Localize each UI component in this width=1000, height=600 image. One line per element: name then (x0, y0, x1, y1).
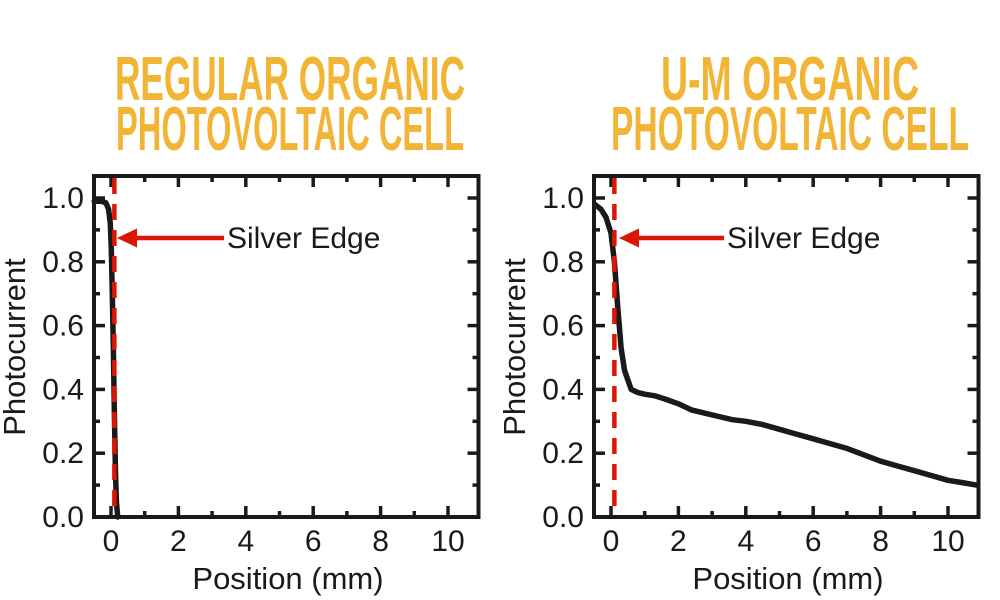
chart-regular-opv: REGULAR ORGANIC PHOTOVOLTAIC CELL 0 2 4 6 8 1… (0, 45, 481, 596)
plot-area: 0 2 4 6 8 10 0.0 0.2 0.4 0.6 0.8 1.0 (542, 174, 981, 558)
x-tick-label: 6 (305, 525, 322, 558)
y-tick-label: 0.8 (42, 246, 84, 279)
x-tick-label: 6 (805, 525, 822, 558)
y-tick-label: 1.0 (542, 182, 584, 215)
x-tick-label: 10 (931, 525, 964, 558)
y-tick-label: 0.4 (42, 373, 84, 406)
y-tick-label: 0.0 (542, 501, 584, 534)
x-axis-label: Position (mm) (192, 561, 383, 596)
x-tick-label: 2 (170, 525, 187, 558)
y-axis-label: Photocurrent (500, 258, 532, 436)
chart-title-line1: U-M ORGANIC (661, 45, 919, 114)
photocurrent-curve (592, 201, 980, 488)
plot-frame (592, 174, 981, 519)
arrow-head-icon (117, 228, 137, 248)
silver-edge-label: Silver Edge (727, 222, 880, 255)
y-tick-label: 0.4 (542, 373, 584, 406)
x-tick-label: 2 (670, 525, 687, 558)
silver-edge-label: Silver Edge (227, 222, 380, 255)
x-tick-label: 4 (737, 525, 754, 558)
y-tick-label: 0.2 (42, 437, 84, 470)
y-tick-label: 0.0 (42, 501, 84, 534)
chart-title-line2: PHOTOVOLTAIC CELL (116, 95, 464, 164)
x-tick-label: 0 (603, 525, 620, 558)
y-tick-label: 1.0 (42, 182, 84, 215)
chart-title-line2: PHOTOVOLTAIC CELL (611, 95, 969, 164)
chart-title-line1: REGULAR ORGANIC (115, 45, 465, 114)
chart-um-opv: U-M ORGANIC PHOTOVOLTAIC CELL 0 2 4 6 8 10 0.0… (500, 45, 981, 596)
x-tick-label: 8 (372, 525, 389, 558)
silver-edge-annotation: Silver Edge (619, 222, 880, 255)
y-tick-label: 0.6 (42, 310, 84, 343)
y-axis-label: Photocurrent (0, 258, 32, 436)
y-tick-label: 0.8 (542, 246, 584, 279)
arrow-head-icon (619, 228, 639, 248)
x-axis-label: Position (mm) (692, 561, 883, 596)
plot-frame (92, 174, 481, 519)
x-tick-label: 4 (237, 525, 254, 558)
y-tick-label: 0.2 (542, 437, 584, 470)
x-tick-label: 0 (103, 525, 120, 558)
silver-edge-annotation: Silver Edge (117, 222, 380, 255)
plot-area: 0 2 4 6 8 10 0.0 0.2 0.4 0.6 0.8 1.0 (42, 174, 481, 558)
y-tick-label: 0.6 (542, 310, 584, 343)
x-tick-label: 10 (431, 525, 464, 558)
x-tick-label: 8 (872, 525, 889, 558)
